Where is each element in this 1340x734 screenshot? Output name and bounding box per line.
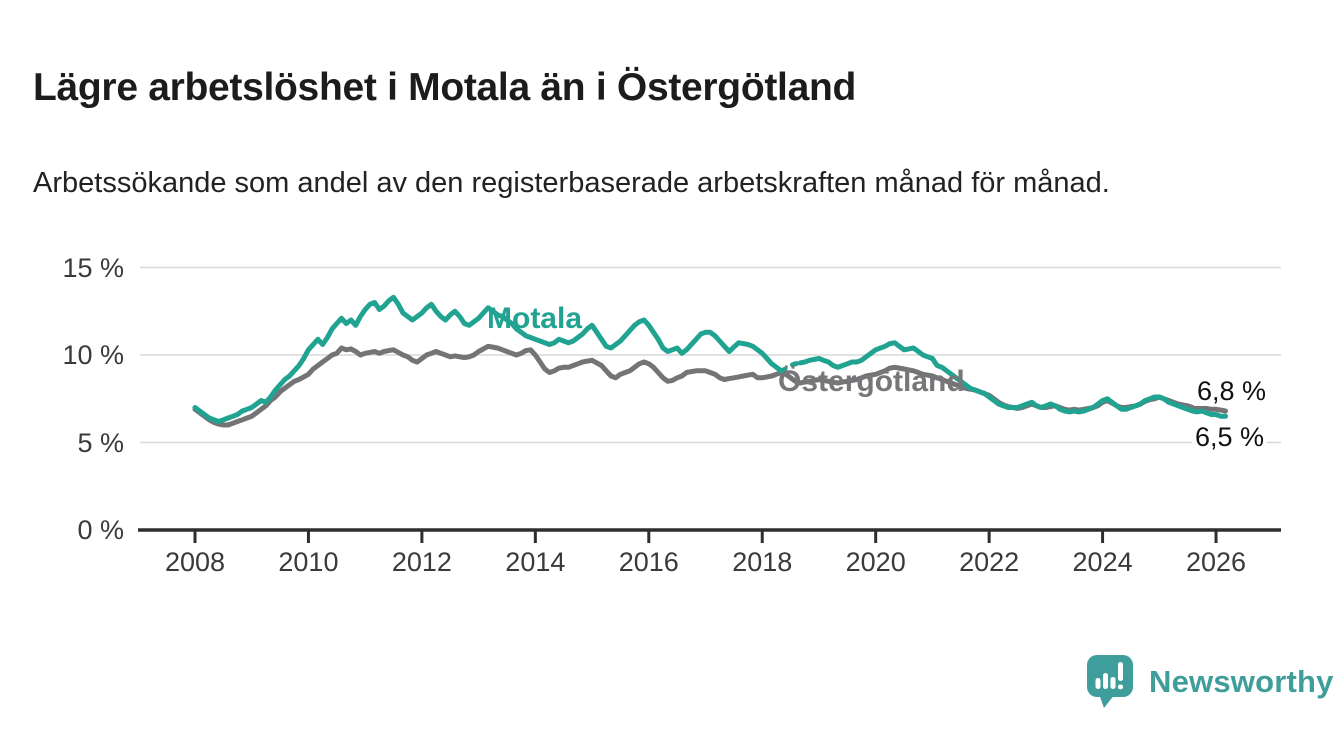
- x-axis-label: 2014: [505, 547, 566, 577]
- x-axis-label: 2020: [845, 547, 906, 577]
- x-axis-label: 2024: [1072, 547, 1133, 577]
- x-axis-label: 2016: [618, 547, 679, 577]
- y-axis-label: 5 %: [77, 427, 124, 458]
- x-axis-label: 2018: [732, 547, 793, 577]
- x-axis-label: 2026: [1185, 547, 1247, 577]
- page-title: Lägre arbetslöshet i Motala än i Östergö…: [33, 66, 857, 110]
- y-axis-label: 10 %: [62, 340, 124, 370]
- series-label-motala: Motala: [487, 302, 583, 335]
- y-axis-label: 15 %: [62, 252, 124, 283]
- newsworthy-logo-icon: [1087, 655, 1133, 708]
- x-axis-label: 2010: [278, 547, 339, 577]
- motala-line: [797, 340, 1228, 419]
- motala-line: [192, 294, 784, 424]
- end-value-ostergotland: 6,8 %: [1194, 377, 1270, 406]
- newsworthy-branding: Newsworthy: [1086, 655, 1334, 709]
- x-axis-label: 2022: [959, 547, 1020, 577]
- chart-subtitle: Arbetssökande som andel av den registerb…: [33, 167, 1110, 199]
- end-value-motala: 6,5 %: [1192, 423, 1268, 452]
- newsworthy-wordmark: Newsworthy: [1149, 664, 1334, 699]
- x-axis-label: 2012: [391, 547, 452, 577]
- series-label-ostergotland: Östergötland: [778, 365, 965, 398]
- y-axis-label: 0 %: [77, 515, 124, 545]
- x-axis-label: 2008: [164, 547, 226, 577]
- motala-line-dashed-break: [778, 360, 803, 374]
